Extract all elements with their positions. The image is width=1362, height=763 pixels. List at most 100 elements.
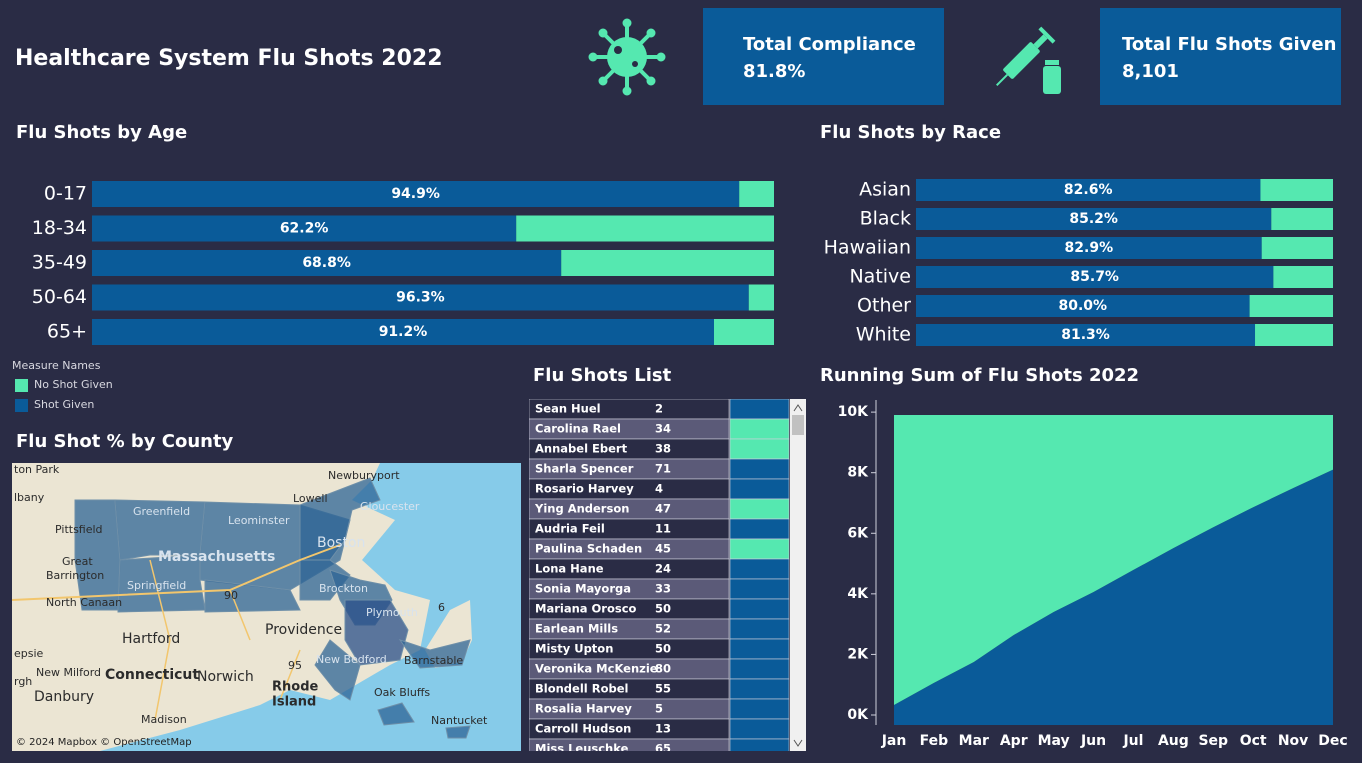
table-name: Audria Feil xyxy=(535,522,605,536)
map-label: 95 xyxy=(288,659,302,672)
bar-segment xyxy=(916,179,1261,201)
map-label: Barrington xyxy=(46,569,104,582)
x-tick-label: Mar xyxy=(959,733,989,749)
data-label: 68.8% xyxy=(302,255,351,271)
map-label: Nantucket xyxy=(431,714,488,727)
category-label: Native xyxy=(849,266,911,288)
map-label: Boston xyxy=(317,535,365,551)
status-cell xyxy=(729,438,790,460)
map-label: Madison xyxy=(141,713,187,726)
bar-segment xyxy=(748,284,774,311)
legend-swatch xyxy=(15,399,28,412)
map-attribution: © 2024 Mapbox © OpenStreetMap xyxy=(16,737,192,748)
chart-title: Flu Shots by Race xyxy=(820,122,1001,143)
table-value: 50 xyxy=(655,642,671,656)
data-label: 82.9% xyxy=(1065,240,1114,256)
bar-segment xyxy=(92,250,562,276)
category-label: 65+ xyxy=(47,321,87,343)
y-tick-label: 4K xyxy=(847,586,869,602)
bar-segment xyxy=(916,295,1250,317)
table-name: Ying Anderson xyxy=(534,502,629,516)
y-tick-label: 8K xyxy=(847,465,869,481)
table-name: Mariana Orosco xyxy=(535,602,637,616)
scroll-down[interactable] xyxy=(793,739,803,747)
x-tick-label: Jan xyxy=(881,733,907,749)
bar-segment xyxy=(561,250,774,276)
data-label: 85.2% xyxy=(1069,211,1118,227)
table-value: 13 xyxy=(655,722,671,736)
kpi-value: 8,101 xyxy=(1122,61,1179,82)
map-label: Connecticut xyxy=(105,667,199,683)
map-label: Plymouth xyxy=(366,606,418,619)
data-label: 91.2% xyxy=(379,324,428,340)
bar-segment xyxy=(1273,266,1333,288)
table-value: 55 xyxy=(655,682,671,696)
table-name: Miss Leuschke xyxy=(535,742,629,756)
bar-segment xyxy=(92,319,714,345)
map-label: Newburyport xyxy=(328,469,400,482)
bar-segment xyxy=(713,319,774,345)
category-label: Other xyxy=(857,295,911,317)
map-label: Brockton xyxy=(319,582,368,595)
area xyxy=(894,469,1333,725)
scrollbar[interactable] xyxy=(790,399,806,751)
table-row xyxy=(529,738,730,751)
county xyxy=(114,499,206,561)
map-label: lbany xyxy=(14,491,45,504)
scrollbar-thumb[interactable] xyxy=(792,415,804,435)
map-label: Gloucester xyxy=(360,500,420,513)
map-label: Pittsfield xyxy=(55,523,103,536)
status-cell xyxy=(729,678,790,700)
table-value: 33 xyxy=(655,582,671,596)
data-label: 85.7% xyxy=(1070,269,1119,285)
bar-segment xyxy=(916,237,1262,259)
table-name: Blondell Robel xyxy=(535,682,628,696)
table-name: Annabel Ebert xyxy=(535,442,628,456)
table-name: Lona Hane xyxy=(535,562,604,576)
y-tick-label: 0K xyxy=(847,707,869,723)
y-tick-label: 6K xyxy=(847,525,869,541)
category-label: 35-49 xyxy=(32,252,87,274)
x-tick-label: Oct xyxy=(1240,733,1267,749)
bar-segment xyxy=(1249,295,1333,317)
category-label: Hawaiian xyxy=(824,237,911,259)
table-value: 38 xyxy=(655,442,671,456)
kpi-card xyxy=(703,8,944,105)
category-label: White xyxy=(856,324,911,346)
map-label: Springfield xyxy=(127,579,186,592)
data-label: 80.0% xyxy=(1059,298,1108,314)
legend-label: No Shot Given xyxy=(34,378,113,391)
table-name: Sonia Mayorga xyxy=(535,582,631,596)
table-name: Rosario Harvey xyxy=(535,482,634,496)
status-cell xyxy=(729,498,790,520)
table-name: Sharla Spencer xyxy=(535,462,634,476)
status-cell xyxy=(729,578,790,600)
legend-title: Measure Names xyxy=(12,359,101,372)
table-name: Sean Huel xyxy=(535,402,601,416)
x-tick-label: Feb xyxy=(920,733,949,749)
table-value: 4 xyxy=(655,482,663,496)
area xyxy=(894,415,1333,706)
status-cell xyxy=(729,399,790,420)
table-value: 24 xyxy=(655,562,671,576)
bar-segment xyxy=(92,181,740,207)
scroll-up[interactable] xyxy=(793,404,803,412)
map-label: ton Park xyxy=(14,463,60,476)
status-cell xyxy=(729,718,790,740)
table-name: Rosalia Harvey xyxy=(535,702,632,716)
table-name: Earlean Mills xyxy=(535,622,618,636)
bar-segment xyxy=(916,266,1274,288)
dashboard-title: Healthcare System Flu Shots 2022 xyxy=(15,46,443,71)
x-tick-label: Nov xyxy=(1278,733,1308,749)
kpi-card xyxy=(1100,8,1341,105)
x-tick-label: Aug xyxy=(1158,733,1189,749)
bar-segment xyxy=(516,215,774,242)
chart-title: Flu Shots by Age xyxy=(16,122,187,143)
chart-title: Running Sum of Flu Shots 2022 xyxy=(820,365,1139,386)
table-name: Paulina Schaden xyxy=(535,542,642,556)
x-tick-label: Sep xyxy=(1198,733,1228,749)
status-cell xyxy=(729,658,790,680)
table-name: Carroll Hudson xyxy=(535,722,631,736)
table-value: 52 xyxy=(655,622,671,636)
